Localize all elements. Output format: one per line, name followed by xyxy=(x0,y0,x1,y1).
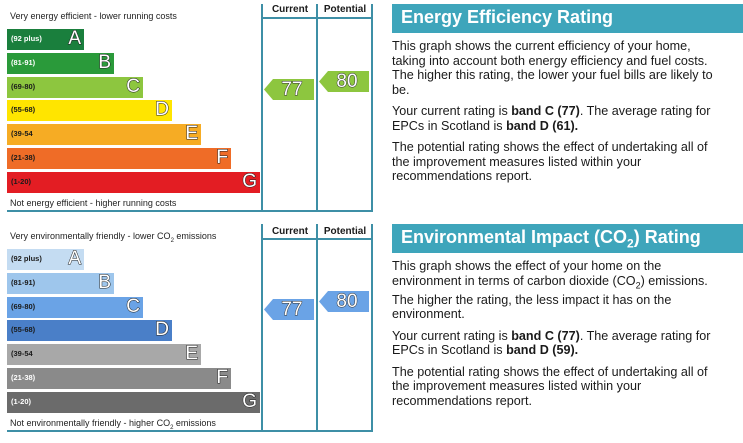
band-letter: B xyxy=(98,271,112,293)
rating-value: 77 xyxy=(281,298,303,320)
energy-efficiency-chart: Very energy efficient - lower running co… xyxy=(0,0,380,214)
band-c: (69-80) C xyxy=(7,75,143,98)
band-range-label: (92 plus) xyxy=(11,34,42,43)
panel-title: Environmental Impact (CO2) Rating xyxy=(392,224,743,253)
band-range-label: (39-54 xyxy=(11,129,33,139)
band-b: (81-91) B xyxy=(7,51,114,74)
description: This graph shows the current efficiency … xyxy=(392,39,713,97)
band-letter: G xyxy=(242,390,258,412)
band-letter: F xyxy=(216,367,229,389)
band-f: (21-38) F xyxy=(7,367,231,389)
band-range-label: (69-80) xyxy=(11,81,36,91)
current-rating-arrow: 77 xyxy=(264,78,314,100)
band-letter: C xyxy=(126,75,141,97)
band-g: (1-20) G xyxy=(7,170,260,193)
band-range-label: (1-20) xyxy=(11,176,32,186)
bottom-caption: Not energy efficient - higher running co… xyxy=(10,198,177,208)
arrow-shape xyxy=(319,290,369,312)
band-range-label: (92 plus) xyxy=(11,254,42,263)
divider xyxy=(262,238,372,240)
band-range-label: (21-38) xyxy=(11,153,36,162)
band-range-label: (21-38) xyxy=(11,373,36,382)
band-d: (55-68) D xyxy=(7,319,172,342)
band-f: (21-38) F xyxy=(7,147,231,169)
environmental-impact-chart: Very environmentally friendly - lower CO… xyxy=(0,224,380,436)
potential-rating-arrow: 80 xyxy=(319,290,369,312)
environmental-impact-panel: Environmental Impact (CO2) Rating This g… xyxy=(392,224,743,408)
band-a: (92 plus) A xyxy=(7,28,84,50)
band-letter: G xyxy=(242,170,258,192)
top-caption: Very environmentally friendly - lower CO… xyxy=(10,231,217,244)
band-c: (69-80) C xyxy=(7,295,143,318)
potential-rating-text: The potential rating shows the effect of… xyxy=(392,140,708,183)
potential-rating-text: The potential rating shows the effect of… xyxy=(392,364,708,408)
current-rating-arrow: 77 xyxy=(264,298,314,320)
divider xyxy=(316,224,318,432)
arrow-shape xyxy=(264,78,314,100)
divider xyxy=(261,224,263,432)
top-caption: Very energy efficient - lower running co… xyxy=(10,11,177,21)
band-e: (39-54 E xyxy=(7,343,201,366)
band-range-label: (69-80) xyxy=(11,301,36,311)
band-letter: A xyxy=(68,248,82,270)
band-e: (39-54 E xyxy=(7,123,201,146)
band-a: (92 plus) A xyxy=(7,248,84,270)
band-range-label: (55-68) xyxy=(11,105,36,115)
arrow-shape xyxy=(319,70,369,92)
band-g: (1-20) G xyxy=(7,390,260,413)
rating-value: 80 xyxy=(336,70,358,92)
column-header-potential: Potential xyxy=(323,226,367,237)
energy-efficiency-panel: Energy Efficiency Rating This graph show… xyxy=(392,4,743,184)
divider xyxy=(262,17,372,19)
band-range-label: (39-54 xyxy=(11,349,33,359)
band-letter: B xyxy=(98,51,112,73)
divider xyxy=(7,210,373,212)
band-letter: D xyxy=(155,319,170,341)
divider xyxy=(316,4,318,212)
rating-value: 80 xyxy=(336,290,358,312)
band-letter: E xyxy=(185,123,199,145)
divider xyxy=(261,4,263,212)
band-d: (55-68) D xyxy=(7,99,172,122)
arrow-shape xyxy=(264,298,314,320)
column-header-potential: Potential xyxy=(323,4,367,15)
band-range-label: (1-20) xyxy=(11,396,32,406)
band-letter: C xyxy=(126,295,141,317)
band-letter: D xyxy=(155,99,170,121)
column-header-current: Current xyxy=(271,4,309,15)
bottom-caption: Not environmentally friendly - higher CO… xyxy=(10,418,216,431)
rating-value: 77 xyxy=(281,78,303,100)
divider xyxy=(371,224,373,432)
band-range-label: (55-68) xyxy=(11,325,36,335)
band-letter: E xyxy=(185,343,199,365)
band-letter: A xyxy=(68,28,82,50)
divider xyxy=(371,4,373,212)
description: This graph shows the effect of your home… xyxy=(392,259,708,322)
divider xyxy=(7,430,373,432)
band-letter: F xyxy=(216,147,229,169)
band-b: (81-91) B xyxy=(7,271,114,294)
column-header-current: Current xyxy=(271,226,309,237)
band-range-label: (81-91) xyxy=(11,277,36,287)
panel-title: Energy Efficiency Rating xyxy=(392,4,743,33)
potential-rating-arrow: 80 xyxy=(319,70,369,92)
band-range-label: (81-91) xyxy=(11,57,36,67)
current-rating-text: Your current rating is band C (77). The … xyxy=(392,328,711,358)
current-rating-text: Your current rating is band C (77). The … xyxy=(392,104,711,133)
